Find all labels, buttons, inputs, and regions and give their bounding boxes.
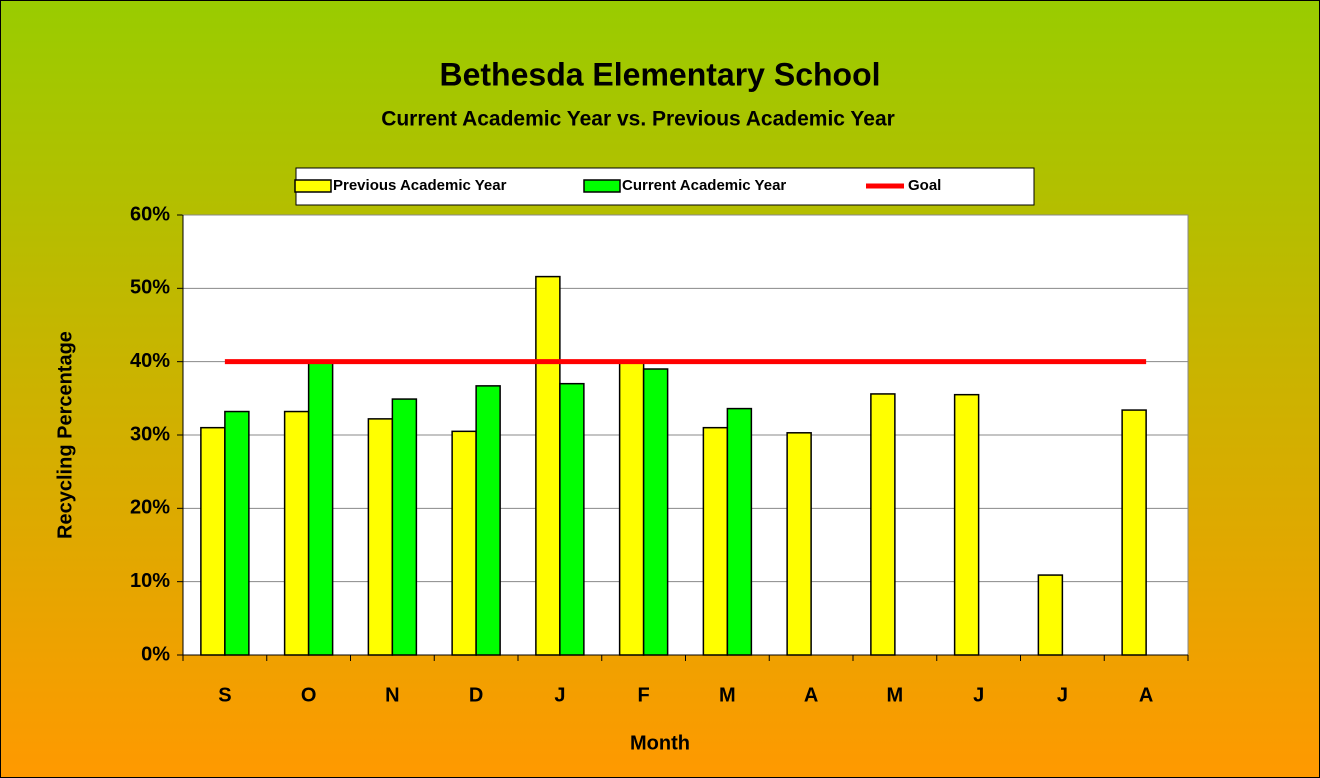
y-tick-label: 30% bbox=[130, 423, 170, 445]
bar bbox=[451, 430, 477, 656]
bar bbox=[391, 398, 418, 656]
x-tick-label: M bbox=[887, 684, 904, 706]
bar bbox=[618, 360, 645, 656]
x-tick-label: O bbox=[301, 684, 317, 706]
x-tick-label: N bbox=[385, 684, 399, 706]
y-tick-label: 0% bbox=[141, 643, 170, 665]
legend bbox=[295, 167, 1035, 206]
legend-swatch bbox=[583, 179, 621, 193]
x-tick-label: J bbox=[973, 684, 984, 706]
bar bbox=[1121, 409, 1147, 656]
bar bbox=[475, 385, 501, 656]
x-tick-label: J bbox=[1057, 684, 1068, 706]
bar bbox=[702, 426, 729, 656]
x-tick-label: A bbox=[1139, 684, 1153, 706]
y-axis-label: Recycling Percentage bbox=[54, 331, 76, 539]
x-tick-label: A bbox=[804, 684, 818, 706]
bar bbox=[307, 360, 334, 656]
y-tick-label: 40% bbox=[130, 350, 170, 372]
x-tick-label: M bbox=[719, 684, 736, 706]
bar bbox=[224, 410, 250, 656]
x-tick-label: F bbox=[638, 684, 650, 706]
x-tick-label: D bbox=[469, 684, 483, 706]
legend-label: Goal bbox=[908, 177, 941, 194]
x-axis-label: Month bbox=[630, 732, 690, 754]
y-tick-label: 10% bbox=[130, 570, 170, 592]
bar bbox=[726, 407, 753, 656]
bar bbox=[1037, 574, 1064, 656]
bar bbox=[642, 368, 669, 656]
bar bbox=[200, 426, 226, 656]
chart-title: Bethesda Elementary School bbox=[439, 56, 880, 92]
y-tick-label: 20% bbox=[130, 497, 170, 519]
legend-swatch bbox=[294, 179, 332, 193]
legend-label: Previous Academic Year bbox=[333, 177, 507, 194]
bar bbox=[559, 382, 585, 656]
bar bbox=[535, 275, 561, 656]
bar bbox=[283, 410, 310, 656]
legend-label: Current Academic Year bbox=[622, 177, 786, 194]
bar bbox=[870, 393, 896, 656]
bar bbox=[367, 418, 394, 656]
chart-subtitle: Current Academic Year vs. Previous Acade… bbox=[381, 108, 895, 131]
y-tick-label: 50% bbox=[130, 277, 170, 299]
bar bbox=[953, 393, 980, 656]
y-tick-label: 60% bbox=[130, 203, 170, 225]
bar bbox=[786, 432, 812, 656]
x-tick-label: J bbox=[554, 684, 565, 706]
x-tick-label: S bbox=[218, 684, 231, 706]
